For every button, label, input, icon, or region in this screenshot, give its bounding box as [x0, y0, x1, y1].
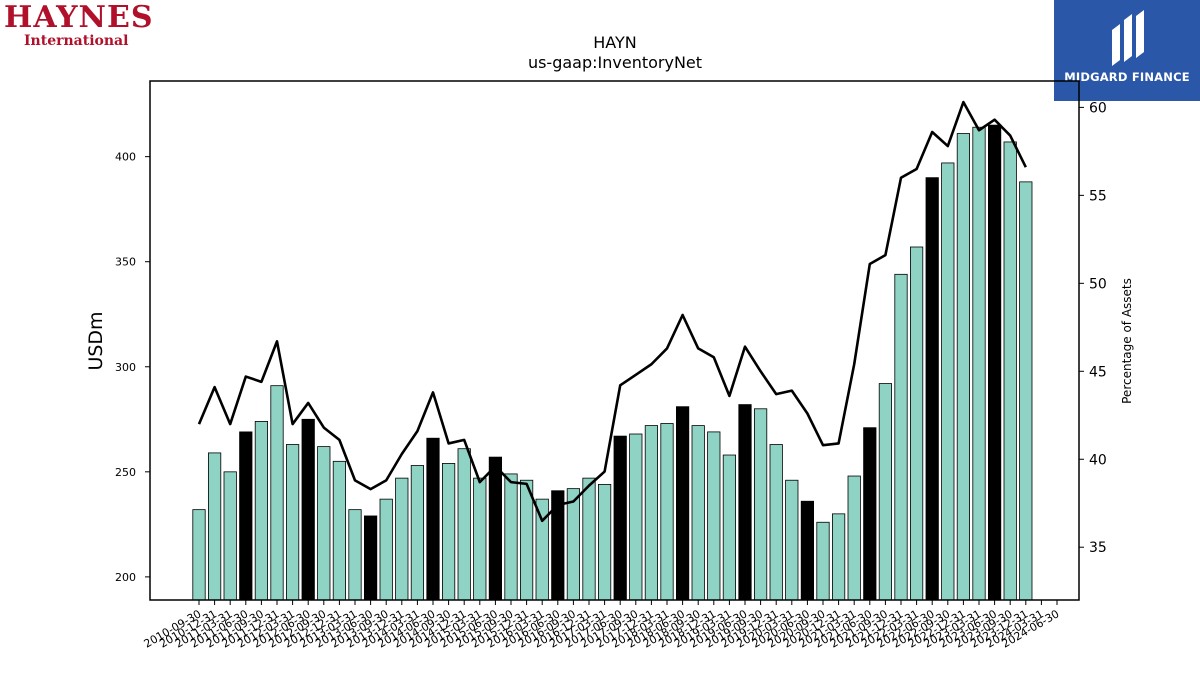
bar [894, 273, 908, 601]
bar [441, 463, 456, 601]
bar [800, 500, 815, 601]
bar [910, 246, 924, 601]
bar [504, 473, 518, 601]
bar [878, 383, 893, 601]
bar [223, 471, 237, 601]
bar [1019, 181, 1033, 601]
y2-tick-label: 55 [1089, 188, 1107, 204]
bar [598, 484, 612, 601]
bar [395, 477, 409, 601]
bar [691, 425, 705, 601]
y-tick-label: 350 [115, 256, 136, 269]
bar [426, 437, 440, 601]
bar [192, 509, 206, 601]
chart-subtitle: us-gaap:InventoryNet [528, 53, 702, 72]
bar [738, 404, 752, 601]
bar [769, 444, 783, 601]
bar [317, 446, 331, 601]
bar [847, 475, 861, 601]
bar [535, 498, 549, 601]
y2-tick-label: 60 [1089, 100, 1107, 116]
bar [988, 124, 1002, 601]
bar [629, 433, 643, 601]
bar [613, 435, 627, 601]
y-axis-label: USDm [85, 311, 107, 370]
haynes-logo-name: HAYNES [4, 0, 154, 35]
y2-axis-label: Percentage of Assets [1120, 278, 1134, 404]
bar [722, 454, 737, 601]
bar [707, 431, 721, 601]
midgard-logo-text: MIDGARD FINANCE [1064, 70, 1190, 84]
y-tick-label: 400 [115, 151, 136, 164]
bar [644, 425, 659, 601]
bar [754, 408, 768, 601]
bar [301, 418, 315, 601]
left-axis-ticks: 200 250 300 350 400 [115, 151, 150, 584]
bar [457, 448, 471, 601]
midgard-mark-icon [1112, 10, 1144, 66]
bar [660, 423, 674, 601]
bar [363, 515, 378, 601]
right-axis-ticks: 35 40 45 50 55 60 [1079, 100, 1107, 556]
chart-title: HAYN [593, 33, 636, 52]
bar [239, 431, 253, 601]
bar [254, 420, 268, 601]
bar [676, 406, 690, 601]
bar [566, 488, 581, 601]
bars-group [192, 124, 1033, 601]
y-tick-label: 200 [115, 571, 136, 584]
y2-tick-label: 40 [1089, 452, 1107, 468]
bar [832, 513, 846, 601]
y2-tick-label: 35 [1089, 540, 1107, 556]
percentage-line [197, 100, 1027, 523]
y-tick-label: 300 [115, 361, 136, 374]
bar [473, 477, 487, 601]
bar [785, 479, 799, 601]
line-group [197, 100, 1027, 523]
bar [925, 177, 939, 601]
bar [410, 465, 425, 601]
bar [1003, 141, 1017, 601]
bar [582, 477, 596, 601]
bar [332, 460, 347, 601]
bar [520, 479, 534, 601]
y2-tick-label: 50 [1089, 276, 1107, 292]
bar [348, 509, 362, 601]
haynes-logo-subtitle: International [24, 33, 129, 49]
bar [207, 452, 222, 601]
bar [863, 427, 877, 601]
haynes-logo: HAYNES International [4, 2, 164, 50]
bar [379, 498, 393, 601]
plot-frame [149, 80, 1080, 601]
bar [972, 126, 986, 601]
bar [551, 490, 565, 601]
x-axis-ticks: 2010-09-302010-12-312011-03-312011-06-30… [142, 600, 1062, 651]
bar [816, 521, 830, 601]
bar [956, 133, 971, 601]
bar [285, 444, 300, 601]
y2-tick-label: 45 [1089, 364, 1107, 380]
bar [270, 385, 284, 601]
y-tick-label: 250 [115, 466, 136, 479]
bar [941, 162, 955, 601]
bar [488, 456, 503, 601]
